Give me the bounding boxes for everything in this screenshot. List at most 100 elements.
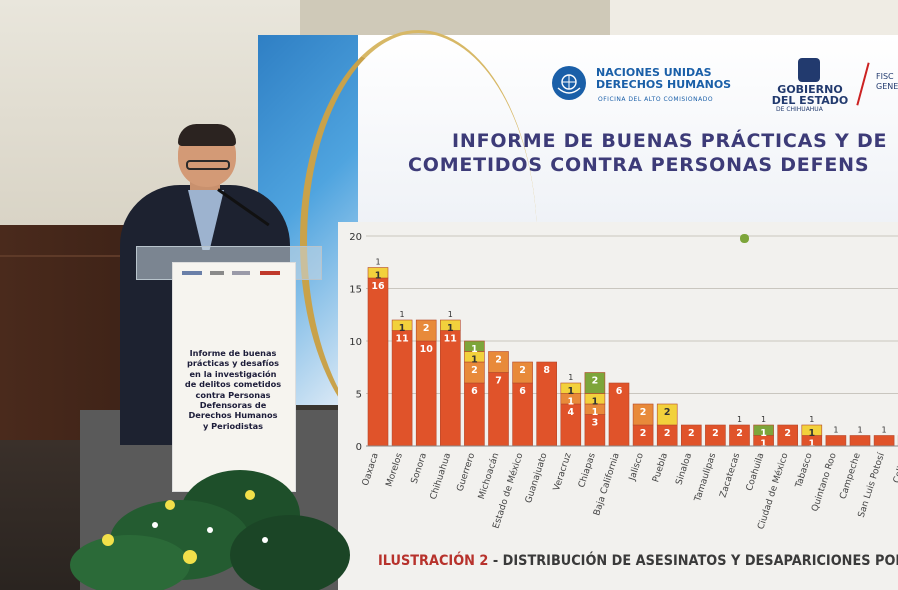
- bar-segment: [391, 319, 413, 331]
- data-label: 1: [808, 428, 815, 439]
- x-tick-label: Coahuila: [745, 452, 767, 492]
- data-label: 1: [808, 439, 815, 450]
- x-tick-label: Guanajuato: [524, 451, 550, 504]
- gov-line2: DEL ESTADO: [771, 94, 849, 107]
- x-tick-label: Morelos: [385, 452, 405, 489]
- data-label: 1: [760, 439, 767, 450]
- x-tick-label: Oaxaca: [361, 452, 381, 487]
- y-tick-label: 0: [356, 442, 362, 453]
- caption-rest: - DISTRIBUCIÓN DE ASESINATOS Y DESAPARIC…: [488, 553, 898, 569]
- x-tick-label: San Luis Potosí: [857, 451, 887, 519]
- bar-segment: [801, 424, 823, 436]
- shield-icon: [798, 58, 820, 82]
- banner-title-line1: INFORME DE BUENAS PRÁCTICAS Y DE: [452, 130, 888, 152]
- fiscalia-fragment: FISC GENE: [876, 72, 898, 92]
- bar-segment: [632, 403, 654, 426]
- caption-prefix: ILUSTRACIÓN 2: [378, 553, 489, 569]
- x-tick-label: Sonora: [410, 452, 429, 485]
- x-tick-label: Jalisco: [627, 451, 646, 482]
- banner-gold-arc: [300, 30, 537, 453]
- un-subtitle: OFICINA DEL ALTO COMISIONADO: [598, 96, 714, 103]
- x-tick-label: Tamaulipas: [693, 452, 718, 504]
- gov-line3: DE CHIHUAHUA: [776, 106, 823, 113]
- fiscalia-fragment-1: FISC: [876, 72, 894, 81]
- data-label: 1: [592, 397, 599, 408]
- x-tick-label: Tabasco: [794, 451, 815, 490]
- data-label: 6: [616, 386, 623, 397]
- annotation-label: 1: [882, 426, 887, 435]
- chart-caption: ILUSTRACIÓN 2 - DISTRIBUCIÓN DE ASESINAT…: [378, 553, 898, 569]
- door-frame: [610, 0, 898, 40]
- bar-segment: [367, 267, 389, 279]
- wood-trim: [0, 255, 175, 257]
- data-label: 4: [567, 407, 574, 418]
- annotation-label: 1: [568, 373, 573, 382]
- bar-segment: [849, 435, 871, 447]
- bar-segment: [512, 361, 533, 384]
- bar-segment: [391, 330, 413, 447]
- bar-segment: [415, 340, 437, 447]
- annotation-label: 1: [761, 415, 766, 424]
- data-label: 2: [664, 407, 671, 418]
- data-label: 2: [471, 365, 478, 376]
- x-tick-label: Campeche: [839, 451, 863, 500]
- x-tick-label: Baja California: [592, 452, 622, 517]
- data-label: 2: [664, 428, 671, 439]
- annotation-label: 1: [400, 310, 405, 319]
- bar-segment: [464, 340, 485, 352]
- x-tick-label: Guerrero: [455, 451, 477, 492]
- bar-segment: [873, 435, 895, 447]
- x-tick-label: Puebla: [651, 452, 670, 484]
- un-name-line2: DERECHOS HUMANOS: [596, 78, 732, 91]
- annotation-label: 1: [448, 310, 453, 319]
- bar-chart: 051015201611Oaxaca1111Morelos102Sonora11…: [349, 232, 898, 531]
- bar-segment: [753, 424, 774, 436]
- x-tick-label: Zacatecas: [719, 452, 743, 499]
- y-tick-label: 15: [349, 285, 362, 296]
- data-label: 11: [444, 334, 457, 345]
- data-label: 2: [592, 376, 599, 387]
- data-label: 1: [471, 344, 478, 355]
- un-name-line1: NACIONES UNIDAS: [596, 66, 712, 79]
- wall-upper: [300, 0, 620, 40]
- podium-logos-icon: [182, 271, 280, 275]
- gov-name: GOBIERNO DEL ESTADO: [766, 84, 854, 106]
- un-emblem-icon: [552, 66, 586, 100]
- data-label: 2: [784, 428, 791, 439]
- bar-segment: [656, 403, 678, 426]
- annotation-label: 1: [737, 415, 742, 424]
- data-label: 2: [495, 355, 502, 366]
- x-tick-label: Michoacán: [477, 452, 501, 501]
- data-label: 1: [471, 355, 478, 366]
- bar-segment: [367, 277, 389, 447]
- data-label: 2: [640, 428, 647, 439]
- data-label: 2: [736, 428, 743, 439]
- y-tick-label: 10: [349, 337, 362, 348]
- x-tick-label: Quintano Roo: [810, 451, 839, 513]
- bar-segment: [440, 319, 461, 331]
- data-label: 11: [395, 334, 408, 345]
- podium: [172, 262, 296, 492]
- banner-title-line2: COMETIDOS CONTRA PERSONAS DEFENS: [408, 154, 870, 176]
- data-label: 1: [760, 428, 767, 439]
- data-label: 2: [423, 323, 430, 334]
- gov-line1: GOBIERNO: [777, 83, 843, 96]
- annotation-label: 1: [809, 415, 814, 424]
- x-tick-label: Chiapas: [577, 452, 598, 490]
- annotation-label: 1: [375, 258, 380, 267]
- x-tick-label: Sinaloa: [674, 452, 694, 486]
- glasses-icon: [186, 160, 230, 170]
- data-label: 2: [712, 428, 719, 439]
- data-label: 3: [592, 418, 599, 429]
- data-label: 1: [375, 271, 382, 282]
- annotation-label: 1: [857, 426, 862, 435]
- y-tick-label: 20: [349, 232, 362, 243]
- x-tick-label: Veracruz: [552, 452, 574, 493]
- data-label: 1: [447, 323, 454, 334]
- data-label: 2: [640, 407, 647, 418]
- bar-segment: [488, 351, 509, 373]
- data-label: 2: [688, 428, 695, 439]
- data-label: 6: [471, 386, 478, 397]
- bar-segment: [415, 319, 437, 342]
